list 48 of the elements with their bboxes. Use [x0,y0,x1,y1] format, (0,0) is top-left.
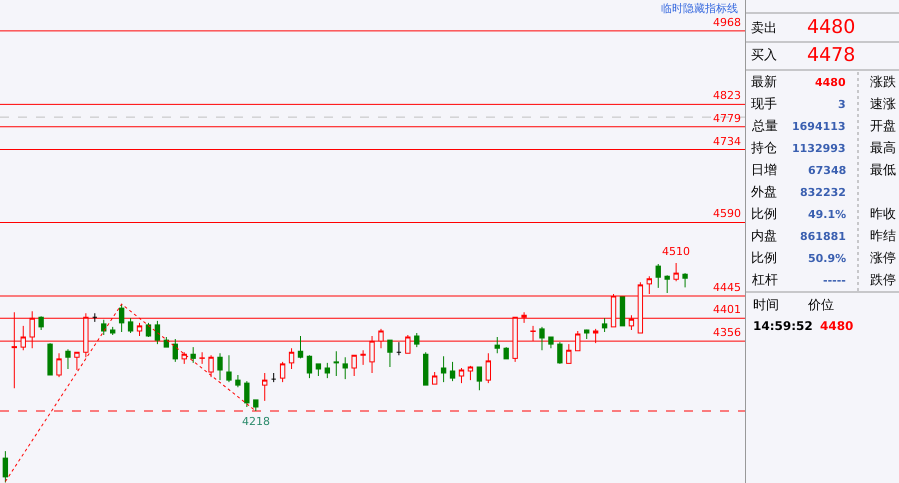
text: 外盘 [751,185,777,200]
text: 比例 [751,251,777,266]
text: ----- [823,274,846,287]
text: 昨结 [870,229,896,244]
text: 持仓 [751,141,777,156]
text: 最新 [751,75,777,90]
text: 4480 [820,319,854,333]
text: 昨收 [870,207,896,222]
text: 跌停 [870,273,896,288]
text: 开盘 [870,119,896,134]
ref-line-label: 4356 [713,326,741,339]
text: 价位 [807,298,834,313]
text: 内盘 [751,229,777,244]
ref-line-label: 4401 [713,303,741,316]
text: 比例 [751,207,777,222]
text: 67348 [808,164,846,177]
text: 1694113 [792,120,846,133]
text: 杠杆 [751,273,778,288]
ref-line-label: 4734 [713,135,741,148]
text: 总量 [751,119,778,134]
text: 现手 [751,97,777,112]
annotation: 4510 [662,245,690,258]
text: 832232 [800,186,846,199]
text: 买入 [751,48,777,63]
text: 涨停 [870,251,896,266]
text: 50.9% [808,252,846,265]
text: 49.1% [808,208,846,221]
text: 日增 [751,163,777,178]
annotation: 4218 [242,415,270,428]
text: 时间 [753,298,779,313]
text: 最低 [870,163,896,178]
ref-line-label: 4445 [713,281,741,294]
text: 14:59:52 [753,319,813,333]
text: 速涨 [870,97,896,112]
text: 4480 [807,16,856,38]
text: 1132993 [792,142,846,155]
text: 最高 [870,140,896,156]
text: 3 [838,98,846,111]
text: 4478 [807,44,856,66]
ref-line-label: 4823 [713,89,741,102]
ref-line-label: 4779 [713,112,741,125]
annotation: 临时隐藏指标线 [661,2,738,15]
text: 卖出 [751,21,777,36]
ref-line-label: 4590 [713,207,741,220]
ref-line-label: 4968 [713,16,741,29]
text: 4480 [815,76,846,89]
text: 861881 [800,230,846,243]
text: 涨跌 [870,75,896,90]
